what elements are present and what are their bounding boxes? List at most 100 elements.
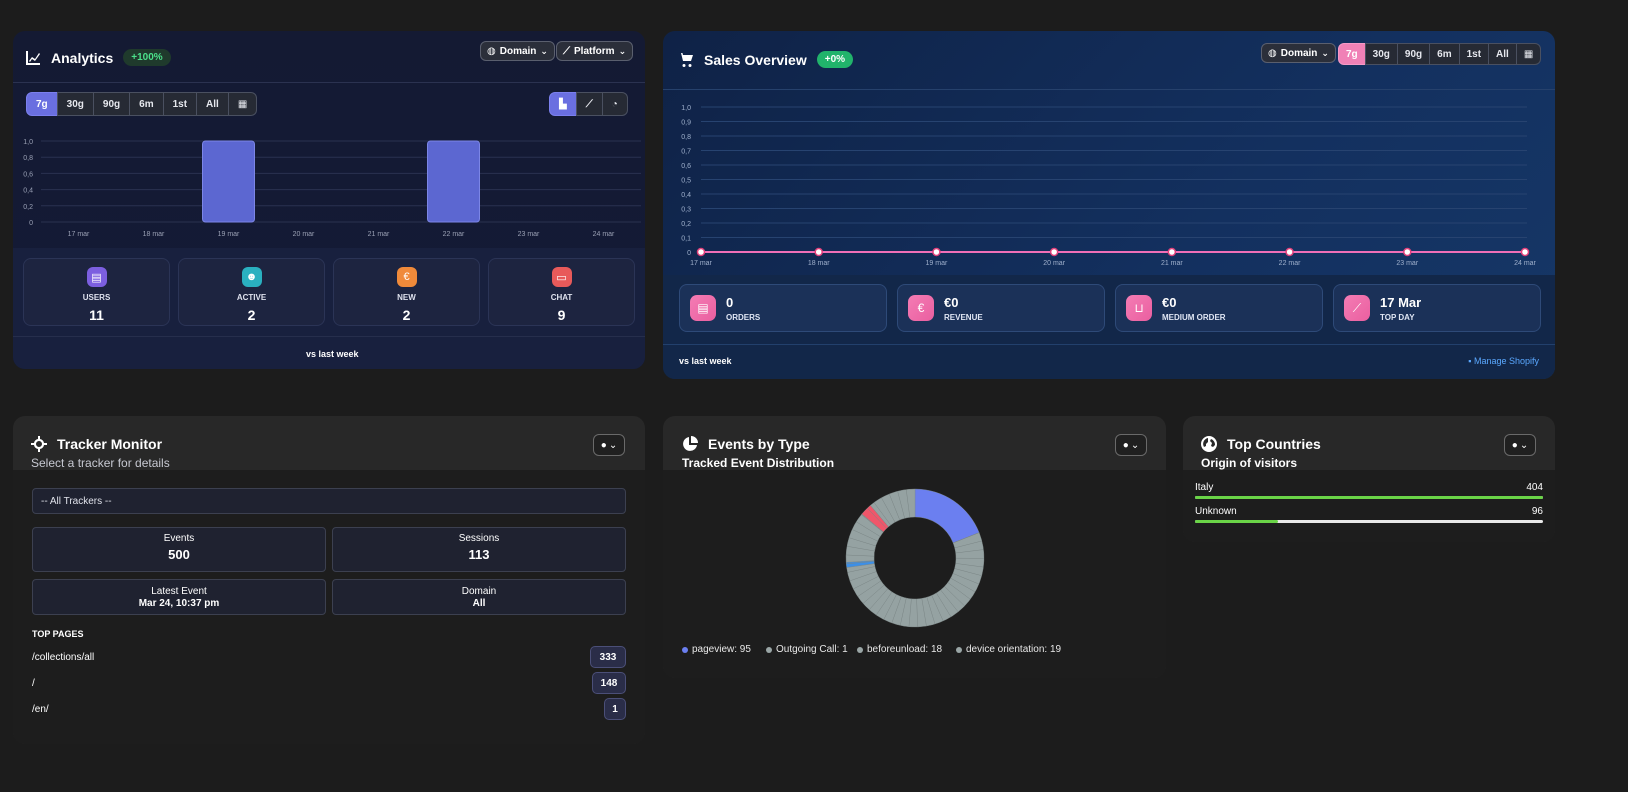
x-tick-label: 19 mar (218, 231, 240, 238)
range-30g[interactable]: 30g (56, 92, 94, 116)
kpi-top-day: ⟋ 17 Mar TOP DAY (1333, 284, 1541, 332)
range-all[interactable]: All (1488, 43, 1517, 65)
latest-event-label: Latest Event (151, 586, 207, 597)
line-chart-icon[interactable]: ⟋ (575, 92, 603, 116)
sales-header: Sales Overview +0% (678, 51, 854, 68)
options-dropdown[interactable]: ● ⌄ (1504, 434, 1536, 456)
y-tick-label: 0,2 (681, 221, 691, 228)
range-all[interactable]: All (196, 92, 229, 116)
x-tick-label: 21 mar (1161, 260, 1183, 267)
tracker-title: Tracker Monitor (57, 436, 163, 452)
bar[interactable] (427, 140, 480, 223)
slice-separator (940, 589, 959, 613)
x-tick-label: 22 mar (1279, 260, 1301, 267)
slice-separator (905, 489, 911, 518)
analytics-title: Analytics (51, 49, 114, 66)
y-tick-label: 0,5 (681, 178, 691, 185)
range-1st[interactable]: 1st (162, 92, 198, 116)
divider (663, 344, 1555, 345)
domain-dropdown[interactable]: ◍ Domain ⌄ (480, 41, 555, 61)
pie-chart-icon[interactable]: ◔ (601, 92, 628, 116)
countries-body (1183, 470, 1555, 542)
slice-separator (908, 598, 912, 627)
events-subtitle: Tracked Event Distribution (682, 456, 835, 470)
tracker-header: Tracker Monitor (31, 436, 162, 452)
slice-separator (861, 514, 884, 533)
data-point[interactable] (1049, 247, 1059, 257)
legend-dot-icon (857, 646, 863, 653)
data-point[interactable] (696, 247, 706, 257)
data-point[interactable] (814, 247, 823, 257)
range-6m[interactable]: 6m (129, 92, 164, 116)
legend-item[interactable]: pageview: 95 (682, 644, 751, 655)
country-bar-fill (1195, 520, 1278, 523)
shopify-icon: ▪ (1468, 356, 1472, 366)
x-tick-label: 17 mar (690, 260, 712, 267)
slice-separator (848, 537, 876, 547)
divider (13, 82, 645, 83)
page-path[interactable]: /en/ (32, 704, 49, 715)
range-90g[interactable]: 90g (1396, 43, 1431, 65)
chart-type-selector: ▙ ⟋ ◔ (549, 92, 628, 116)
events-stat (32, 527, 326, 572)
range-90g[interactable]: 90g (92, 92, 131, 116)
slice-separator (897, 491, 905, 519)
y-tick-label: 0,4 (23, 188, 33, 195)
data-point[interactable] (1285, 247, 1294, 257)
manage-shopify-link[interactable]: ▪ Manage Shopify (1468, 356, 1539, 366)
platform-dropdown[interactable]: ⟋ Platform ⌄ (556, 41, 634, 61)
events-header: Events by Type (682, 436, 810, 452)
options-dropdown[interactable]: ● ⌄ (593, 434, 625, 456)
chevron-down-icon: ⌄ (608, 439, 618, 451)
country-count: 404 (1526, 482, 1543, 493)
stat-users: ▤ USERS 11 (23, 258, 170, 326)
stat-value: 2 (247, 307, 256, 323)
events-label: Events (163, 533, 195, 544)
stat-label: NEW (397, 293, 416, 302)
range-1st[interactable]: 1st (1458, 43, 1490, 65)
legend-item[interactable]: beforeunload: 18 (857, 644, 942, 655)
range-7g[interactable]: 7g (1338, 43, 1366, 65)
options-dropdown[interactable]: ● ⌄ (1115, 434, 1147, 456)
data-point[interactable] (1520, 247, 1530, 257)
line-chart-icon (26, 50, 40, 65)
slice-separator (867, 507, 887, 529)
calendar-icon[interactable]: ▦ (1515, 43, 1542, 65)
legend-label: pageview: 95 (692, 644, 751, 655)
bar[interactable] (202, 140, 255, 223)
stat-chat: ▭ CHAT 9 (488, 258, 635, 326)
top-countries-card: Top Countries Origin of visitors ● ⌄ Ital… (1183, 416, 1555, 542)
y-tick-label: 0,3 (681, 207, 691, 214)
slice-separator (847, 566, 875, 573)
domain-dropdown[interactable]: ◍ Domain ⌄ (1261, 43, 1336, 63)
y-tick-label: 0,9 (681, 120, 691, 127)
latest-event-stat (32, 579, 326, 615)
bar-chart-icon[interactable]: ▙ (549, 92, 577, 116)
slice-separator (954, 540, 982, 549)
donut-slice[interactable] (914, 488, 980, 544)
kpi-revenue: € €0 REVENUE (897, 284, 1105, 332)
x-tick-label: 17 mar (68, 231, 90, 238)
y-tick-label: 0,2 (23, 204, 33, 211)
data-point[interactable] (932, 247, 941, 257)
data-point[interactable] (1167, 247, 1177, 257)
countries-header: Top Countries (1201, 436, 1321, 452)
page-path[interactable]: / (32, 678, 35, 689)
chevron-down-icon: ⌄ (540, 45, 548, 56)
calendar-icon[interactable]: ▦ (227, 92, 258, 116)
slice-separator (953, 532, 980, 544)
range-6m[interactable]: 6m (1429, 43, 1460, 65)
tracker-select[interactable]: -- All Trackers -- (32, 488, 626, 514)
page-path[interactable]: /collections/all (32, 652, 95, 663)
data-point[interactable] (1403, 247, 1412, 257)
legend-item[interactable]: Outgoing Call: 1 (766, 644, 848, 655)
country-count: 96 (1531, 506, 1543, 517)
legend-item[interactable]: device orientation: 19 (956, 644, 1061, 655)
kpi-label: REVENUE (944, 312, 983, 322)
slice-separator (846, 554, 875, 557)
y-tick-label: 0,7 (681, 149, 691, 156)
range-30g[interactable]: 30g (1364, 43, 1398, 65)
chart-icon: ⟋ (1344, 295, 1370, 321)
range-7g[interactable]: 7g (26, 92, 58, 116)
x-tick-label: 20 mar (293, 231, 315, 238)
